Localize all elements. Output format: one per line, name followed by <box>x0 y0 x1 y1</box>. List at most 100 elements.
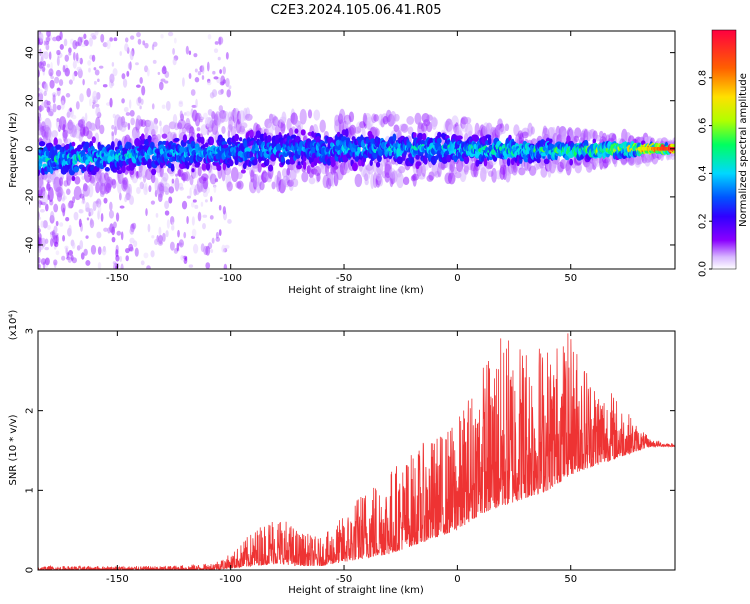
spectrogram-noise-cell <box>82 78 85 86</box>
spectrogram-band-cell <box>294 128 299 134</box>
spectrogram-noise-cell <box>96 231 102 239</box>
spectrogram-x-ticks: -150 -100 -50 0 50 <box>106 31 577 284</box>
spectrogram-noise-cell <box>185 110 191 117</box>
spectrogram-noise-cell <box>135 62 139 66</box>
spectrogram-halo-cell <box>308 177 316 185</box>
spectrogram-noise-cell <box>72 40 78 50</box>
spectrogram-halo-cell <box>221 125 226 134</box>
spectrogram-noise-cell <box>228 85 232 90</box>
spectrogram-halo-cell <box>162 172 169 182</box>
colorbar-tick-label: 0.6 <box>698 118 709 134</box>
snr-x-tick-label: -100 <box>219 574 242 585</box>
spectrogram-noise-cell <box>72 72 75 82</box>
spectrogram-noise-cell <box>206 61 210 72</box>
spectrogram-noise-cell <box>124 196 128 203</box>
spectrogram-band-cell <box>300 129 306 136</box>
spectrogram-halo-cell <box>168 186 175 194</box>
snr-x-tick-label: 0 <box>454 574 460 585</box>
spectrogram-noise-cell <box>162 65 166 72</box>
spectrogram-noise-cell <box>101 247 107 256</box>
spectrogram-noise-cell <box>125 255 129 262</box>
spectrogram-noise-cell <box>194 204 199 209</box>
spectrogram-noise-cell <box>88 37 93 47</box>
spectrogram-noise-cell <box>56 87 61 91</box>
spectrogram-band-cell <box>351 162 358 172</box>
spectrogram-noise-cell <box>157 71 161 76</box>
spectrogram-noise-cell <box>92 90 98 101</box>
spectrogram-band-cell <box>191 168 195 173</box>
spectrogram-noise-cell <box>65 93 71 98</box>
spectrogram-noise-cell <box>76 66 82 72</box>
spectrogram-noise-cell <box>79 240 84 250</box>
spectrogram-halo-cell <box>172 114 178 125</box>
spectrogram-band-cell <box>592 138 597 144</box>
spectrogram-halo-cell <box>451 166 458 175</box>
spectrogram-noise-cell <box>78 209 83 214</box>
spectrogram-halo-cell <box>286 117 292 131</box>
spectrogram-noise-cell <box>39 105 44 112</box>
spectrogram-noise-cell <box>151 235 155 239</box>
spectrogram-noise-cell <box>77 36 83 47</box>
spectrogram-noise-cell <box>181 200 188 210</box>
spectrogram-noise-cell <box>47 110 54 117</box>
spectrogram-band-cell <box>266 158 270 165</box>
spectrogram-noise-cell <box>217 89 224 96</box>
spectrogram-noise-cell <box>110 82 115 87</box>
spectrogram-halo-cell <box>518 167 526 176</box>
spectrogram-noise-cell <box>69 107 72 112</box>
spectrogram-noise-cell <box>48 68 54 77</box>
spectrogram-halo-cell <box>366 162 375 175</box>
spectrogram-band-cell <box>369 159 373 166</box>
spectrogram-band-cell <box>38 141 46 147</box>
spectrogram-noise-cell <box>196 127 201 132</box>
spectrogram-noise-cell <box>137 38 142 45</box>
spectrogram-noise-cell <box>192 199 197 203</box>
spectrogram-noise-cell <box>126 70 130 77</box>
spectrogram-noise-cell <box>194 77 200 83</box>
spectrogram-noise-cell <box>218 204 222 211</box>
spectrogram-noise-cell <box>213 48 219 54</box>
spectrogram-band-cell <box>569 158 574 166</box>
spectrogram-band-cell <box>420 139 426 146</box>
spectrogram-noise-cell <box>164 80 169 84</box>
spectrogram-noise-cell <box>89 218 93 226</box>
spectrogram-band-cell <box>286 167 291 176</box>
snr-y-label: SNR (10 * v/v) <box>8 414 19 485</box>
spectrogram-noise-cell <box>55 69 62 77</box>
spectrogram-noise-cell <box>83 248 88 256</box>
spectrogram-halo-cell <box>396 172 404 189</box>
spectrogram-halo-cell <box>319 119 326 133</box>
spectrogram-band-cell <box>110 140 115 150</box>
spectrogram-halo-cell <box>373 114 379 122</box>
spectrogram-band-cell <box>81 166 87 172</box>
spectrogram-noise-cell <box>90 32 96 38</box>
spectrogram-band-cell <box>140 133 145 140</box>
spectrogram-noise-cell <box>172 48 175 55</box>
spectrogram-noise-cell <box>186 216 189 225</box>
colorbar: 0.0 0.2 0.4 0.6 0.8 Normalized spectral ampl… <box>698 29 749 277</box>
spectrogram-band-cell <box>487 136 492 145</box>
spectrogram-noise-cell <box>38 62 41 66</box>
spectrogram-noise-cell <box>54 241 59 248</box>
spectrogram-noise-cell <box>90 244 97 255</box>
spectrogram-noise-cell <box>111 61 115 67</box>
spectrogram-noise-cell <box>97 246 102 255</box>
spectrogram-noise-cell <box>177 229 180 238</box>
spectrogram-band-cell <box>422 132 427 141</box>
spectrogram-noise-cell <box>146 68 150 77</box>
spectrogram-noise-cell <box>218 229 222 236</box>
spectrogram-noise-cell <box>180 254 185 261</box>
spectrogram-halo-cell <box>120 121 128 128</box>
spectrogram-noise-cell <box>73 211 79 221</box>
spectrogram-noise-cell <box>183 231 187 239</box>
spectrogram-noise-cell <box>68 47 72 54</box>
spectrogram-noise-cell <box>73 52 76 61</box>
spectrogram-band-cell <box>182 134 188 143</box>
spectrogram-noise-cell <box>111 236 116 243</box>
spectrogram-noise-cell <box>193 53 198 58</box>
spectrogram-halo-cell <box>279 116 287 123</box>
spectrogram-halo-cell <box>240 122 248 129</box>
spectrogram-noise-cell <box>191 216 195 226</box>
spectrogram-noise-cell <box>94 103 100 108</box>
